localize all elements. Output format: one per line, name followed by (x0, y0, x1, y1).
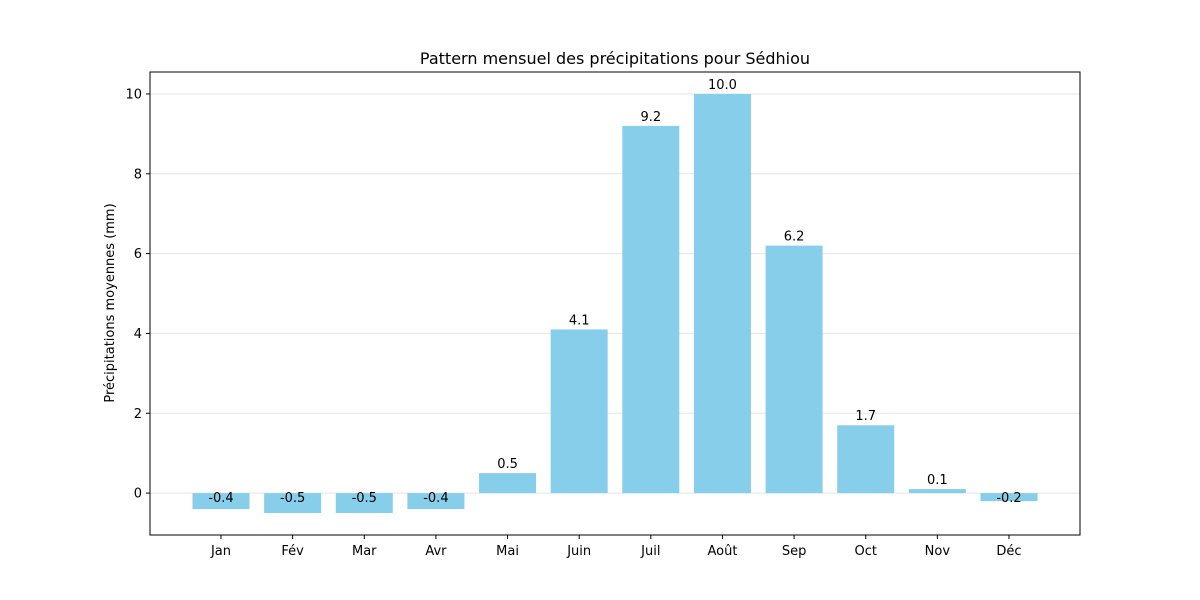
x-tick-label: Nov (925, 544, 951, 559)
x-tick-label: Oct (854, 544, 876, 559)
bar (407, 493, 465, 510)
data-label: 9.2 (640, 110, 661, 125)
bar (550, 329, 608, 494)
bar (264, 493, 322, 514)
x-tick-label: Sep (782, 544, 807, 559)
x-tick-label: Déc (996, 544, 1021, 559)
data-label: 10.0 (708, 78, 737, 93)
bars (192, 93, 1038, 514)
bar (908, 489, 966, 494)
x-tick-label: Juin (566, 544, 591, 559)
bar (622, 125, 680, 494)
data-label: 6.2 (784, 230, 805, 245)
bar (765, 245, 823, 494)
y-axis-label: Précipitations moyennes (mm) (103, 203, 118, 402)
x-tick-label: Fév (281, 544, 304, 559)
x-axis-ticks: Jan Fév Mar Avr Mai Juin Juil Août Sep Oct Nov Déc (210, 535, 1022, 559)
y-axis-ticks: 0 2 4 6 8 10 (125, 87, 150, 502)
y-tick-label: 2 (134, 407, 142, 422)
bar (192, 493, 250, 510)
data-label: 4.1 (569, 313, 590, 328)
bar (980, 493, 1038, 502)
bar (335, 493, 393, 514)
x-tick-label: Avr (425, 544, 447, 559)
x-tick-label: Mar (352, 544, 377, 559)
data-label: 1.7 (855, 409, 876, 424)
x-tick-label: Juil (640, 544, 660, 559)
data-label: -0.4 (423, 491, 448, 506)
bar (479, 473, 537, 494)
grid-lines (150, 93, 1080, 494)
y-tick-label: 4 (134, 327, 142, 342)
y-tick-label: 10 (125, 87, 142, 102)
bar (837, 425, 895, 494)
data-label: -0.4 (208, 491, 233, 506)
data-label: 0.5 (497, 457, 518, 472)
data-label: 0.1 (927, 473, 948, 488)
bar (693, 93, 751, 494)
plot-frame (149, 71, 1081, 536)
x-tick-label: Mai (496, 544, 519, 559)
x-tick-label: Jan (210, 544, 231, 559)
data-label: -0.5 (352, 491, 377, 506)
y-tick-label: 0 (134, 487, 142, 502)
chart-title: Pattern mensuel des précipitations pour … (420, 49, 810, 68)
data-label: -0.5 (280, 491, 305, 506)
data-labels: -0.4 -0.5 -0.5 -0.4 0.5 4.1 9.2 10.0 6.2 1.7 0.1 -0… (208, 78, 1021, 506)
x-tick-label: Août (707, 544, 737, 559)
y-tick-label: 8 (134, 167, 142, 182)
data-label: -0.2 (996, 491, 1021, 506)
y-tick-label: 6 (134, 247, 142, 262)
